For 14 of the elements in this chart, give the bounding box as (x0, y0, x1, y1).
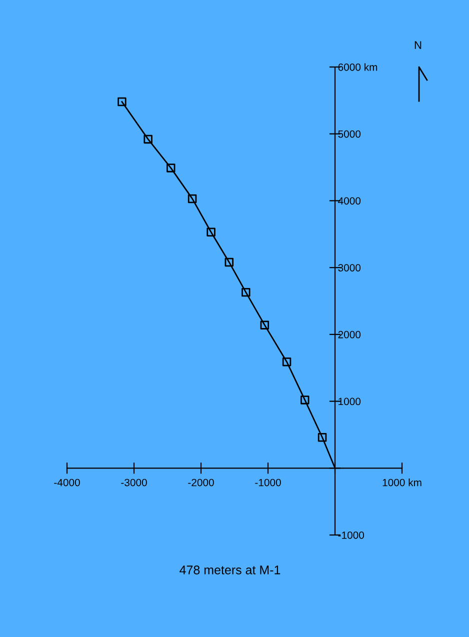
x-tick-label: -1000 (255, 478, 281, 486)
y-tick-label: -1000 (338, 532, 364, 539)
y-tick-label: 5000 (338, 130, 361, 138)
x-tick-label: -2000 (188, 478, 214, 486)
x-tick-label: 1000 km (382, 478, 422, 486)
y-tick-label: 4000 (338, 197, 361, 205)
text: 478 meters at M-1 (180, 566, 280, 574)
y-tick-label: 1000 (338, 398, 361, 406)
x-tick-label: -3000 (121, 478, 147, 486)
y-tick-label: 3000 (338, 264, 361, 272)
x-tick-label: -4000 (54, 478, 80, 486)
y-tick-label: 2000 (338, 330, 361, 338)
text: N (414, 41, 422, 49)
y-tick-label: 6000 km (338, 63, 378, 71)
